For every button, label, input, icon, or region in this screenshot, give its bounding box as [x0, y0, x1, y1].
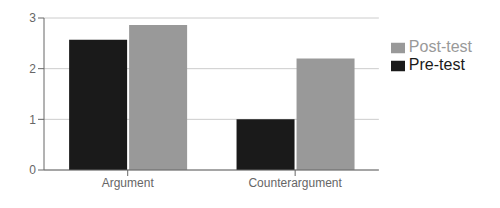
svg-text:Argument: Argument	[102, 176, 155, 190]
svg-text:Counterargument: Counterargument	[248, 176, 342, 190]
svg-text:1: 1	[29, 113, 36, 127]
svg-text:2: 2	[29, 62, 36, 76]
html-text:Pre-test: Pre-test	[408, 56, 465, 73]
html-text:Post-test: Post-test	[408, 38, 472, 55]
svg-text:3: 3	[29, 11, 36, 25]
svg-text:0: 0	[29, 163, 36, 177]
